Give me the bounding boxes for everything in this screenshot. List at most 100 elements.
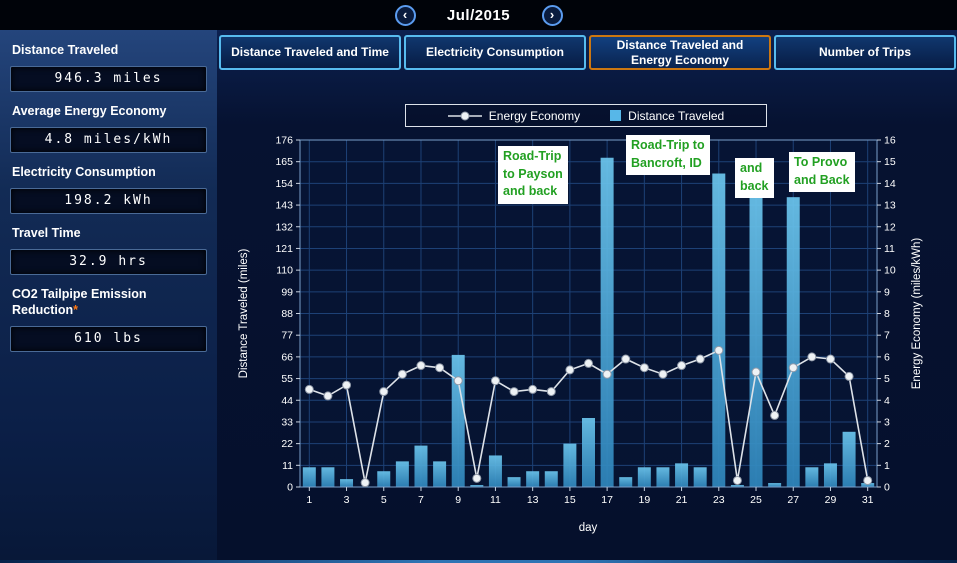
chart-legend: Energy Economy Distance Traveled: [405, 104, 767, 127]
svg-text:17: 17: [601, 494, 613, 506]
tab-bar: Distance Traveled and Time Electricity C…: [217, 30, 957, 70]
bar: [470, 485, 484, 487]
stat-value: 32.9 hrs: [10, 248, 207, 275]
line-marker: [584, 358, 593, 368]
svg-text:10: 10: [884, 265, 896, 277]
chevron-right-icon: ›: [549, 6, 555, 22]
tab-number-of-trips[interactable]: Number of Trips: [774, 35, 956, 70]
line-marker: [528, 384, 538, 394]
svg-text:15: 15: [884, 156, 896, 168]
bar: [600, 157, 614, 487]
svg-text:143: 143: [275, 200, 293, 212]
stat-co2-reduction: CO2 Tailpipe Emission Reduction* 610 lbs: [10, 286, 207, 353]
svg-text:21: 21: [676, 494, 688, 506]
axis-titles: day Distance Traveled (miles) Energy Econo…: [238, 238, 923, 534]
next-month-button[interactable]: ›: [541, 4, 563, 26]
svg-text:99: 99: [281, 286, 293, 298]
svg-text:8: 8: [884, 308, 890, 320]
svg-text:55: 55: [281, 373, 293, 385]
bar: [507, 477, 521, 487]
stat-average-energy-economy: Average Energy Economy 4.8 miles/kWh: [10, 103, 207, 153]
bar: [433, 461, 447, 487]
svg-text:12: 12: [884, 221, 896, 233]
line-marker: [453, 376, 463, 386]
svg-text:88: 88: [281, 308, 293, 320]
bar: [749, 193, 763, 487]
svg-text:16: 16: [884, 135, 896, 147]
bar: [526, 471, 540, 487]
svg-text:44: 44: [281, 395, 293, 407]
tab-distance-traveled-and-energy-economy[interactable]: Distance Traveled and Energy Economy: [589, 35, 771, 70]
bar: [563, 443, 577, 487]
energy-economy-line-icon: [447, 111, 482, 120]
legend-item-distance-traveled: Distance Traveled: [610, 109, 724, 123]
bottom-strip: [0, 560, 957, 563]
tab-distance-traveled-and-time[interactable]: Distance Traveled and Time: [219, 35, 401, 70]
stat-value: 198.2 kWh: [10, 187, 207, 214]
bar: [712, 173, 726, 488]
bar: [302, 467, 316, 487]
legend-item-energy-economy: Energy Economy: [447, 109, 580, 123]
bar: [823, 463, 837, 487]
svg-text:19: 19: [638, 494, 650, 506]
bar: [395, 461, 409, 487]
svg-text:165: 165: [275, 156, 293, 168]
stat-label: CO2 Tailpipe Emission Reduction*: [12, 286, 147, 318]
svg-text:11: 11: [884, 243, 895, 255]
svg-text:13: 13: [884, 200, 896, 212]
svg-text:31: 31: [862, 494, 874, 506]
svg-text:5: 5: [884, 373, 890, 385]
svg-text:77: 77: [281, 330, 293, 342]
stat-label: Average Energy Economy: [12, 103, 167, 118]
svg-text:15: 15: [564, 494, 576, 506]
bar: [637, 467, 651, 487]
line-marker: [509, 387, 519, 397]
svg-text:121: 121: [275, 243, 293, 255]
bar: [414, 445, 428, 487]
svg-text:27: 27: [787, 494, 799, 506]
svg-text:1: 1: [306, 494, 312, 506]
line-marker: [602, 369, 612, 379]
svg-text:25: 25: [750, 494, 762, 506]
line-marker: [788, 363, 798, 373]
stat-electricity-consumption: Electricity Consumption 198.2 kWh: [10, 164, 207, 214]
month-navigation: ‹ Jul/2015 ›: [0, 0, 957, 30]
svg-text:5: 5: [381, 494, 387, 506]
bar: [805, 467, 819, 487]
bar: [544, 471, 558, 487]
stat-label: Distance Traveled: [12, 43, 119, 57]
bar: [730, 485, 744, 487]
stat-distance-traveled: Distance Traveled 946.3 miles: [10, 42, 207, 92]
bar: [451, 354, 465, 487]
line-marker: [360, 478, 370, 488]
line-marker: [714, 345, 724, 355]
bar: [842, 431, 856, 487]
svg-text:day: day: [579, 522, 598, 534]
svg-text:29: 29: [825, 494, 837, 506]
line-energy-economy: [304, 345, 873, 488]
stat-value: 4.8 miles/kWh: [10, 126, 207, 153]
svg-text:0: 0: [884, 482, 890, 494]
svg-text:2: 2: [884, 438, 890, 450]
line-marker: [304, 384, 314, 394]
svg-text:11: 11: [282, 460, 293, 472]
svg-text:176: 176: [275, 135, 293, 147]
line-marker: [639, 363, 649, 373]
line-marker: [807, 352, 817, 362]
line-marker: [825, 354, 835, 364]
bar: [619, 477, 633, 487]
svg-text:0: 0: [287, 482, 293, 494]
bar: [656, 467, 670, 487]
tab-electricity-consumption[interactable]: Electricity Consumption: [404, 35, 586, 70]
line-marker: [621, 354, 631, 364]
svg-text:9: 9: [455, 494, 461, 506]
prev-month-button[interactable]: ‹: [394, 4, 416, 26]
line-marker: [490, 376, 500, 386]
line-marker: [342, 380, 352, 390]
line-marker: [751, 367, 761, 377]
line-marker: [323, 391, 333, 401]
footnote-asterisk: *: [73, 303, 78, 318]
svg-text:110: 110: [276, 265, 293, 277]
stat-value: 946.3 miles: [10, 65, 207, 92]
